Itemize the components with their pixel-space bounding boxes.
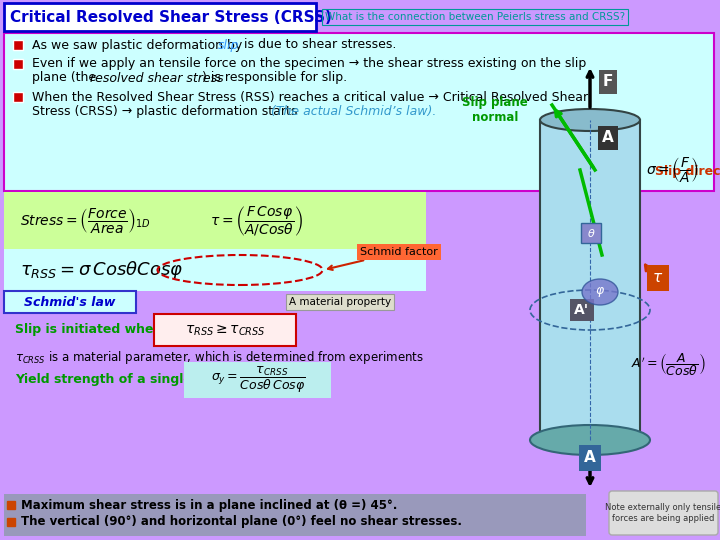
Text: (The actual Schmid’s law).: (The actual Schmid’s law). (271, 105, 436, 118)
Text: Note externally only tensile
forces are being applied: Note externally only tensile forces are … (605, 503, 720, 523)
Text: $Stress = \left(\dfrac{Force}{Area}\right)_{1D}$: $Stress = \left(\dfrac{Force}{Area}\righ… (20, 206, 151, 235)
Text: Slip direction: Slip direction (655, 165, 720, 179)
Text: plane (the: plane (the (32, 71, 100, 84)
FancyBboxPatch shape (581, 223, 601, 243)
Text: Yield strength of a single crystal: Yield strength of a single crystal (15, 374, 244, 387)
Ellipse shape (582, 279, 618, 305)
FancyBboxPatch shape (4, 494, 586, 536)
Text: $\sigma_y = \dfrac{\tau_{CRSS}}{Cos\theta\,Cos\varphi}$: $\sigma_y = \dfrac{\tau_{CRSS}}{Cos\thet… (211, 365, 305, 395)
Text: $\tau = \left(\dfrac{F\,Cos\varphi}{A/Cos\theta}\right)$: $\tau = \left(\dfrac{F\,Cos\varphi}{A/Co… (210, 204, 303, 238)
Ellipse shape (530, 425, 650, 455)
Text: Critical Resolved Shear Stress (CRSS): Critical Resolved Shear Stress (CRSS) (10, 10, 332, 24)
Text: A: A (584, 450, 596, 465)
Text: $\tau_{RSS} \geq \tau_{CRSS}$: $\tau_{RSS} \geq \tau_{CRSS}$ (184, 322, 266, 338)
Text: A: A (602, 131, 614, 145)
Text: slip: slip (218, 38, 239, 51)
FancyBboxPatch shape (4, 3, 316, 31)
Text: Slip plane
normal: Slip plane normal (462, 96, 528, 124)
FancyBboxPatch shape (154, 314, 296, 346)
FancyBboxPatch shape (4, 192, 426, 249)
Text: $\theta$: $\theta$ (587, 227, 595, 239)
Text: Stress (CRSS) → plastic deformation starts: Stress (CRSS) → plastic deformation star… (32, 105, 302, 118)
Text: resolved shear stress: resolved shear stress (90, 71, 224, 84)
Text: What is the connection between Peierls stress and CRSS?: What is the connection between Peierls s… (325, 12, 625, 22)
Text: Maximum shear stress is in a plane inclined at (θ =) 45°.: Maximum shear stress is in a plane incli… (21, 498, 397, 511)
Text: $\tau_{CRSS}$ is a material parameter, which is determined from experiments: $\tau_{CRSS}$ is a material parameter, w… (15, 349, 424, 367)
Text: $\tau_{RSS} = \sigma\,Cos\theta Cos\varphi$: $\tau_{RSS} = \sigma\,Cos\theta Cos\varp… (20, 259, 183, 281)
Text: As we saw plastic deformation by: As we saw plastic deformation by (32, 38, 246, 51)
FancyBboxPatch shape (184, 362, 331, 398)
Text: Slip is initiated when: Slip is initiated when (15, 323, 163, 336)
Text: ) is responsible for slip.: ) is responsible for slip. (202, 71, 347, 84)
Text: $\sigma = \left(\dfrac{F}{A}\right)$: $\sigma = \left(\dfrac{F}{A}\right)$ (646, 156, 698, 185)
Text: is due to shear stresses.: is due to shear stresses. (240, 38, 397, 51)
Text: Schmid's law: Schmid's law (24, 295, 116, 308)
Text: $\tau$: $\tau$ (652, 271, 664, 286)
FancyBboxPatch shape (4, 291, 136, 313)
Text: F: F (603, 75, 613, 90)
Text: Schmid factor: Schmid factor (328, 247, 438, 270)
Text: When the Resolved Shear Stress (RSS) reaches a critical value → Critical Resolve: When the Resolved Shear Stress (RSS) rea… (32, 91, 588, 104)
FancyBboxPatch shape (609, 491, 718, 535)
Ellipse shape (540, 109, 640, 131)
Text: A material property: A material property (289, 297, 391, 307)
Text: The vertical (90°) and horizontal plane (0°) feel no shear stresses.: The vertical (90°) and horizontal plane … (21, 516, 462, 529)
FancyBboxPatch shape (4, 33, 714, 191)
Text: $\varphi$: $\varphi$ (595, 285, 605, 299)
Polygon shape (540, 120, 640, 440)
FancyBboxPatch shape (4, 249, 426, 291)
Text: A': A' (575, 303, 590, 317)
Text: $A' = \left(\dfrac{A}{Cos\theta}\right)$: $A' = \left(\dfrac{A}{Cos\theta}\right)$ (631, 352, 706, 379)
Text: Even if we apply an tensile force on the specimen → the shear stress existing on: Even if we apply an tensile force on the… (32, 57, 586, 71)
